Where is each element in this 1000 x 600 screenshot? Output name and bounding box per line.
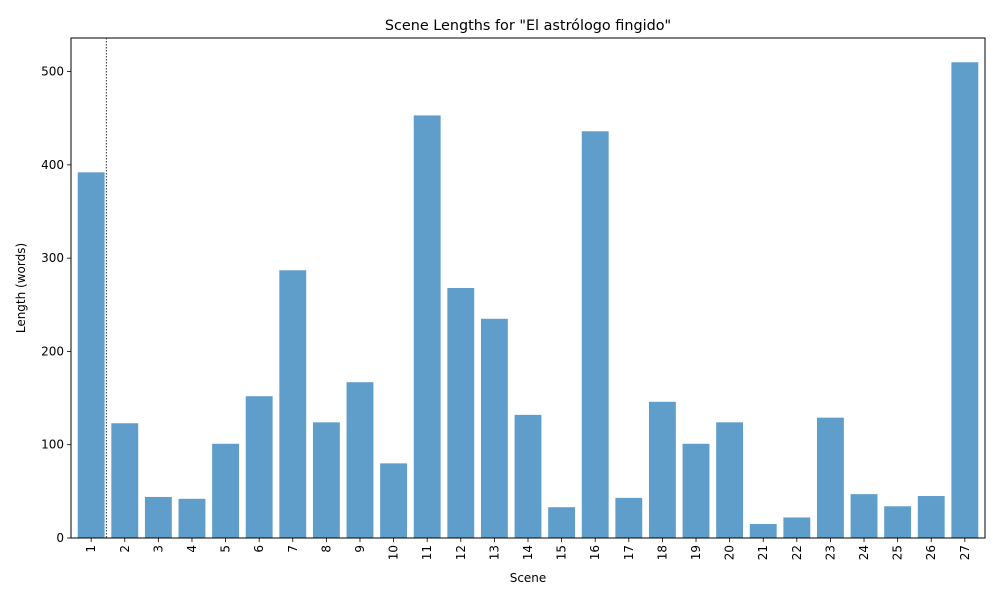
x-tick-label: 12 <box>454 545 468 560</box>
x-tick-label: 2 <box>118 545 132 553</box>
bar-scene-8 <box>312 422 340 538</box>
x-tick-label: 19 <box>689 545 703 560</box>
bar-scene-17 <box>615 497 643 538</box>
x-tick-label: 16 <box>588 545 602 560</box>
bar-scene-4 <box>178 498 206 538</box>
x-tick-label: 22 <box>790 545 804 560</box>
x-tick-label: 23 <box>823 545 837 560</box>
x-tick-label: 8 <box>319 545 333 553</box>
x-axis-label: Scene <box>510 571 547 585</box>
bar-scene-9 <box>346 382 374 538</box>
bar-scene-15 <box>548 507 576 538</box>
y-tick-label: 300 <box>41 251 64 265</box>
y-tick-label: 100 <box>41 438 64 452</box>
bar-scene-16 <box>581 131 609 539</box>
chart-title: Scene Lengths for "El astrólogo fingido" <box>385 18 671 34</box>
x-tick-label: 10 <box>387 545 401 560</box>
bar-scene-19 <box>682 443 710 538</box>
x-tick-label: 4 <box>185 545 199 553</box>
bar-scene-20 <box>716 422 744 538</box>
x-axis: 1 2 3 4 5 6 7 8 9 10 11 12 13 14 15 16 17 18 19 20 21 22 23 24 2… <box>84 538 972 560</box>
x-tick-label: 5 <box>219 545 233 553</box>
plot-area <box>77 38 979 539</box>
x-tick-label: 14 <box>521 545 535 560</box>
x-tick-label: 25 <box>891 545 905 560</box>
bar-scene-26 <box>917 496 945 538</box>
x-tick-label: 3 <box>151 545 165 553</box>
bar-scene-22 <box>783 517 811 538</box>
y-tick-label: 200 <box>41 344 64 358</box>
bar-scene-18 <box>648 401 676 538</box>
bar-scene-25 <box>884 506 912 538</box>
bar-scene-24 <box>850 494 878 538</box>
x-tick-label: 26 <box>924 545 938 560</box>
bar-scene-12 <box>447 288 475 538</box>
x-tick-label: 1 <box>84 545 98 553</box>
y-tick-label: 500 <box>41 65 64 79</box>
y-axis-label: Length (words) <box>14 243 28 333</box>
bar-scene-7 <box>279 270 307 538</box>
x-tick-label: 15 <box>555 545 569 560</box>
bar-scene-2 <box>111 423 139 538</box>
bar-scene-14 <box>514 414 542 538</box>
x-tick-label: 24 <box>857 545 871 560</box>
x-tick-label: 20 <box>723 545 737 560</box>
bar-scene-3 <box>144 496 172 538</box>
x-tick-label: 21 <box>756 545 770 560</box>
bar-scene-11 <box>413 115 441 538</box>
x-tick-label: 11 <box>420 545 434 560</box>
x-tick-label: 6 <box>252 545 266 553</box>
bar-scene-5 <box>212 443 240 538</box>
x-tick-label: 17 <box>622 545 636 560</box>
bar-scene-13 <box>480 318 508 538</box>
x-tick-label: 27 <box>958 545 972 560</box>
bar-scene-21 <box>749 524 777 538</box>
x-tick-label: 9 <box>353 545 367 553</box>
x-tick-label: 7 <box>286 545 300 553</box>
bar-scene-23 <box>816 417 844 538</box>
bar-scene-6 <box>245 396 273 538</box>
y-axis: 0 100 200 300 400 500 <box>41 65 71 545</box>
x-tick-label: 13 <box>487 545 501 560</box>
bar-scene-10 <box>380 463 408 538</box>
bar-scene-1 <box>77 172 105 538</box>
y-tick-label: 400 <box>41 158 64 172</box>
bar-scene-27 <box>951 62 979 539</box>
y-tick-label: 0 <box>56 531 64 545</box>
x-tick-label: 18 <box>655 545 669 560</box>
